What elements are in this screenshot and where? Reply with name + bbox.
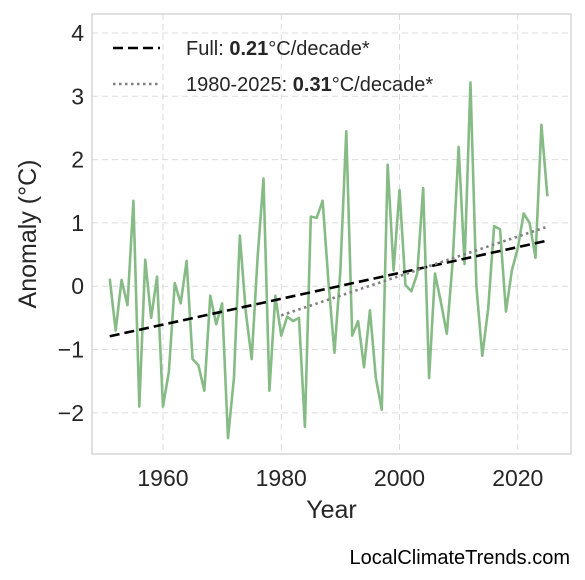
chart-series-layer <box>108 81 549 440</box>
y-tick-label: −1 <box>58 337 84 363</box>
trend-line-recent <box>280 225 548 317</box>
x-tick-label: 2020 <box>492 465 543 491</box>
chart-frame <box>91 13 572 455</box>
site-credit: LocalClimateTrends.com <box>349 547 570 569</box>
x-tick-label: 1980 <box>256 465 307 491</box>
y-tick-label: 3 <box>71 83 84 109</box>
y-tick-label: 2 <box>71 147 84 173</box>
legend-entry-recent: 1980-2025: 0.31°C/decade* <box>186 74 433 96</box>
x-tick-label: 1960 <box>137 465 188 491</box>
legend-entry-full: Full: 0.21°C/decade* <box>186 38 370 60</box>
y-tick-label: 4 <box>71 20 84 46</box>
chart-legend: Full: 0.21°C/decade* 1980-2025: 0.31°C/de… <box>113 38 433 96</box>
y-tick-label: 0 <box>71 273 84 299</box>
x-tick-label: 2000 <box>374 465 425 491</box>
chart-grid <box>92 14 571 454</box>
y-tick-label: 1 <box>71 210 84 236</box>
anomaly-series-line <box>108 81 549 440</box>
x-axis-label: Year <box>306 496 357 524</box>
y-axis-label: Anomaly (°C) <box>14 160 42 309</box>
y-tick-label: −2 <box>58 400 84 426</box>
plot-frame <box>91 13 572 455</box>
chart-tick-labels: 1960 1980 2000 2020 −2 −1 0 1 2 3 4 <box>58 20 544 491</box>
